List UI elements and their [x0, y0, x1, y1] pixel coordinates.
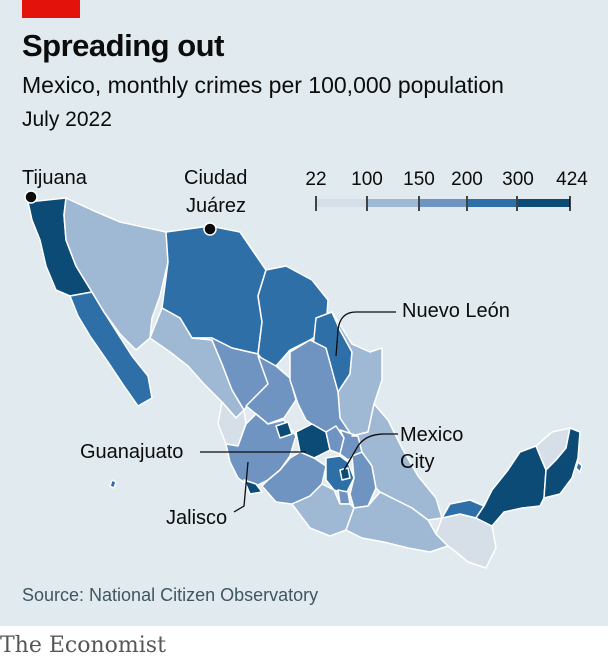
chart-subtitle: Mexico, monthly crimes per 100,000 popul…: [22, 72, 504, 98]
legend-swatch-5: [518, 199, 570, 207]
state-regions: [27, 197, 583, 569]
region-aguascalientes: [275, 421, 293, 439]
region-oaxaca: [345, 491, 449, 553]
legend-swatch-1: [316, 199, 366, 207]
jalisco-leader: [233, 461, 249, 513]
legend-label-424: 424: [556, 169, 588, 190]
region-coahuila: [239, 231, 329, 367]
legend-label-200: 200: [451, 169, 483, 190]
legend-label-22: 22: [305, 169, 326, 190]
region-quintana-roo: [543, 427, 581, 499]
label-guanajuato: Guanajuato: [80, 441, 183, 463]
legend-swatch-2: [368, 199, 418, 207]
region-cozumel-island: [575, 461, 583, 473]
brand-red-tag: [22, 0, 80, 18]
region-pacific-island: [109, 479, 117, 489]
label-ciudad-juarez-line1: Ciudad: [184, 167, 247, 189]
label-mexico-city-line2: City: [400, 451, 434, 473]
label-mexico-city-line1: Mexico: [400, 424, 463, 446]
label-nuevo-leon: Nuevo León: [402, 300, 510, 322]
legend-swatch-4: [468, 199, 516, 207]
region-guerrero: [291, 483, 355, 537]
label-ciudad-juarez-line2: Juárez: [186, 195, 246, 217]
tijuana-marker: [24, 190, 38, 204]
mexico-city-leader: [343, 433, 398, 471]
legend-label-150: 150: [403, 169, 435, 190]
legend-swatch-3: [420, 199, 466, 207]
publication-brand: The Economist: [0, 633, 166, 658]
region-sonora: [63, 197, 169, 351]
color-legend: 22 100 150 200 300 424: [305, 169, 588, 211]
chart-date: July 2022: [22, 108, 112, 131]
ciudad-juarez-marker: [203, 222, 217, 236]
legend-label-100: 100: [351, 169, 383, 190]
region-michoacan: [261, 451, 327, 505]
chart-card: Spreading out Mexico, monthly crimes per…: [0, 0, 608, 626]
region-colima: [243, 479, 263, 495]
region-mexico-city: [339, 467, 351, 481]
region-campeche: [475, 445, 547, 527]
label-jalisco: Jalisco: [166, 507, 227, 529]
legend-label-300: 300: [502, 169, 534, 190]
label-tijuana: Tijuana: [22, 167, 88, 189]
nuevo-leon-leader: [335, 311, 396, 357]
chart-title: Spreading out: [22, 28, 224, 63]
source-note: Source: National Citizen Observatory: [22, 585, 319, 605]
mexico-choropleth-map: 22 100 150 200 300 424: [22, 167, 588, 569]
